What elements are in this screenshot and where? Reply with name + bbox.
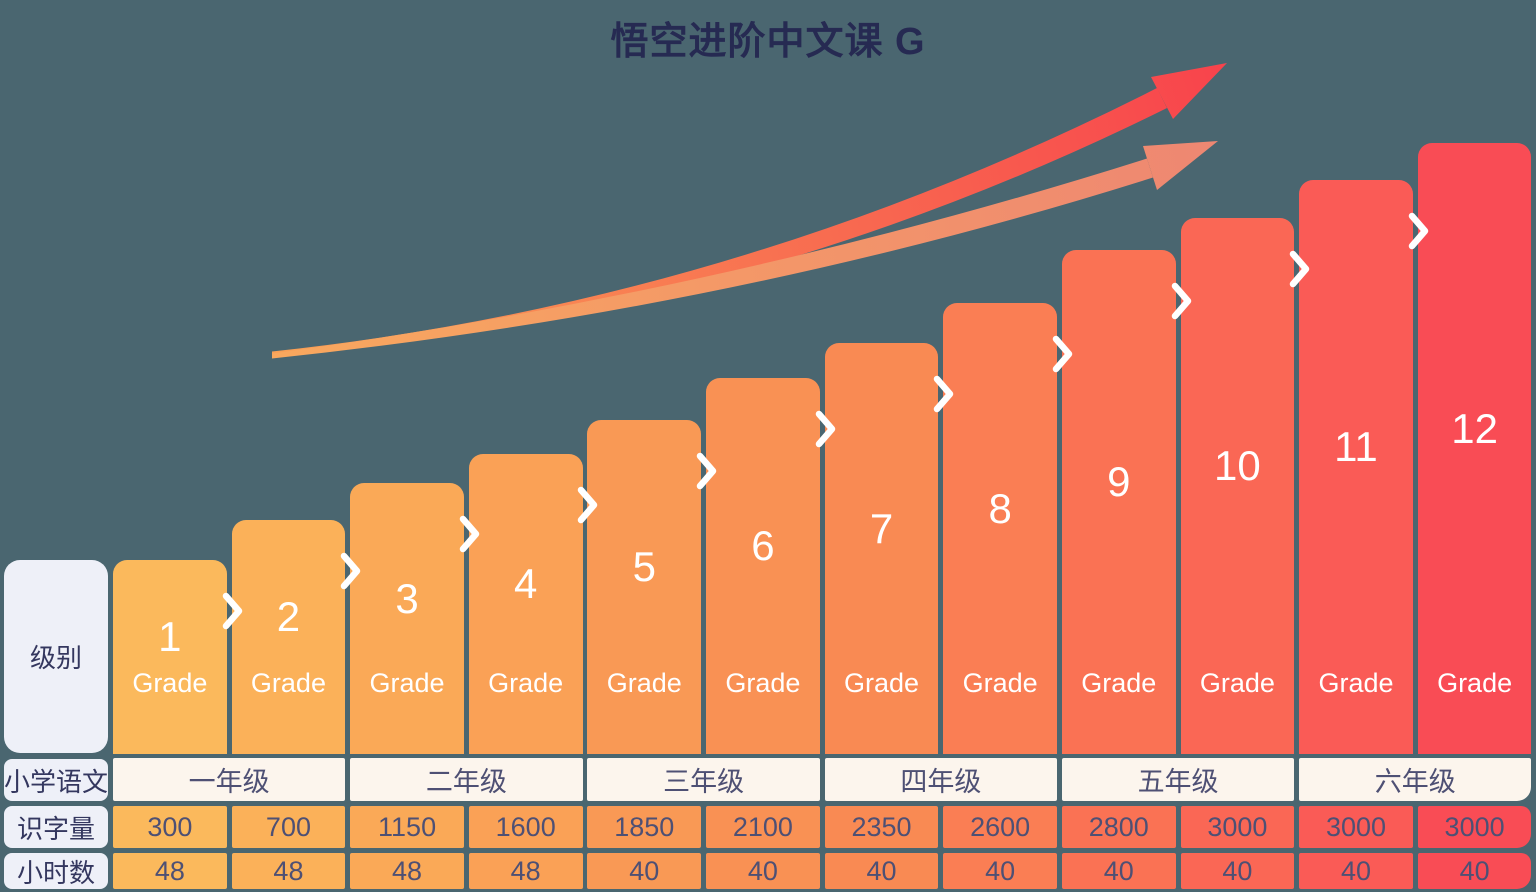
chevron-right-icon <box>1289 250 1310 288</box>
hours-cell: 48 <box>113 853 227 889</box>
hours-cell: 40 <box>1180 853 1295 889</box>
grade-bar-word: Grade <box>725 668 801 698</box>
grade-bar-number: 5 <box>632 543 656 590</box>
hours-cell: 40 <box>1061 853 1176 889</box>
literacy-cell: 300 <box>113 806 227 848</box>
grade-bar-number: 12 <box>1451 404 1498 452</box>
hours-cell: 40 <box>1299 853 1413 889</box>
hours-cell: 40 <box>824 853 939 889</box>
chevron-right-icon <box>340 552 361 590</box>
hours-cell: 40 <box>1417 853 1532 889</box>
row-label-literacy-text: 识字量 <box>16 813 95 844</box>
grade-bar-word: Grade <box>606 668 682 698</box>
grade-bar-number: 6 <box>751 522 775 569</box>
grade-bar-number: 11 <box>1334 423 1378 470</box>
grade-bar-9: 9 Grade <box>1061 250 1176 754</box>
grade-bar-word: Grade <box>1437 668 1513 698</box>
grade-bar-word: Grade <box>1318 668 1394 698</box>
grade-bar-2: 2 Grade <box>231 520 346 754</box>
grade-bar-number: 7 <box>869 504 894 552</box>
hours-cell: 48 <box>468 853 583 889</box>
literacy-cell: 1850 <box>587 806 702 848</box>
grade-bar-word: Grade <box>1199 668 1275 698</box>
grade-bar-5: 5 Grade <box>587 420 702 754</box>
row-label-hours-text: 小时数 <box>16 857 95 888</box>
literacy-cell: 3000 <box>1299 806 1413 848</box>
chevron-right-icon <box>222 592 242 630</box>
grade-bar-7: 7 Grade <box>824 343 939 754</box>
grade-bar-word: Grade <box>369 668 445 698</box>
literacy-cell: 3000 <box>1180 806 1295 848</box>
grade-bar-4: 4 Grade <box>468 454 583 754</box>
grade-bar-word: Grade <box>132 668 208 698</box>
literacy-cell: 2100 <box>706 806 820 848</box>
grade-bar-word: Grade <box>488 668 564 698</box>
grade-bar-number: 8 <box>988 484 1012 532</box>
row-label-level-text: 级别 <box>29 643 82 673</box>
chevron-right-icon <box>1171 282 1191 320</box>
school-year-band: 二年级 <box>350 758 583 801</box>
grade-bar-number: 10 <box>1214 442 1261 489</box>
grade-bar-number: 2 <box>276 593 301 640</box>
literacy-cell: 2800 <box>1061 806 1176 848</box>
row-label-level: 级别 <box>4 560 108 753</box>
grade-bar-6: 6 Grade <box>706 378 820 754</box>
grade-bar-number: 3 <box>395 574 419 622</box>
row-label-hours: 小时数 <box>4 853 108 889</box>
school-year-band: 四年级 <box>824 758 1057 801</box>
grade-bar-10: 10 Grade <box>1180 218 1295 754</box>
literacy-cell: 1150 <box>350 806 464 848</box>
literacy-cell: 1600 <box>468 806 583 848</box>
grade-bar-number: 4 <box>514 560 538 607</box>
chevron-right-icon <box>696 452 717 490</box>
grade-bar-11: 11 Grade <box>1299 180 1413 754</box>
grade-bar-12: 12 Grade <box>1417 143 1532 754</box>
page-title: 悟空进阶中文课 G <box>610 21 926 63</box>
school-year-band: 六年级 <box>1299 758 1532 801</box>
row-label-primary-chinese: 小学语文 <box>4 759 108 801</box>
school-year-band: 三年级 <box>587 758 820 801</box>
hours-cell: 40 <box>706 853 820 889</box>
chevron-right-icon <box>1052 335 1073 373</box>
hours-cell: 48 <box>350 853 464 889</box>
grade-bar-number: 9 <box>1107 458 1131 505</box>
row-label-literacy: 识字量 <box>4 806 108 848</box>
school-year-band: 一年级 <box>113 758 346 801</box>
chevron-right-icon <box>459 515 480 553</box>
chevron-right-icon <box>815 410 835 448</box>
chevron-right-icon <box>934 375 954 413</box>
literacy-cell: 700 <box>231 806 346 848</box>
chevron-right-icon <box>1408 212 1428 250</box>
grade-bar-word: Grade <box>1081 668 1157 698</box>
grade-bar-word: Grade <box>844 668 920 698</box>
grade-bar-3: 3 Grade <box>350 483 464 754</box>
grade-bar-8: 8 Grade <box>943 303 1057 754</box>
hours-cell: 48 <box>231 853 346 889</box>
grade-bar-word: Grade <box>250 668 326 698</box>
literacy-cell: 2350 <box>824 806 939 848</box>
chevron-right-icon <box>578 486 598 524</box>
hours-cell: 40 <box>943 853 1057 889</box>
grade-bar-1: 1 Grade <box>113 560 227 754</box>
school-year-band: 五年级 <box>1061 758 1295 801</box>
grade-bar-word: Grade <box>962 668 1038 698</box>
literacy-cell: 2600 <box>943 806 1057 848</box>
literacy-cell: 3000 <box>1417 806 1532 848</box>
row-label-primary-chinese-text: 小学语文 <box>4 766 109 797</box>
grade-bar-number: 1 <box>158 613 182 660</box>
hours-cell: 40 <box>587 853 702 889</box>
